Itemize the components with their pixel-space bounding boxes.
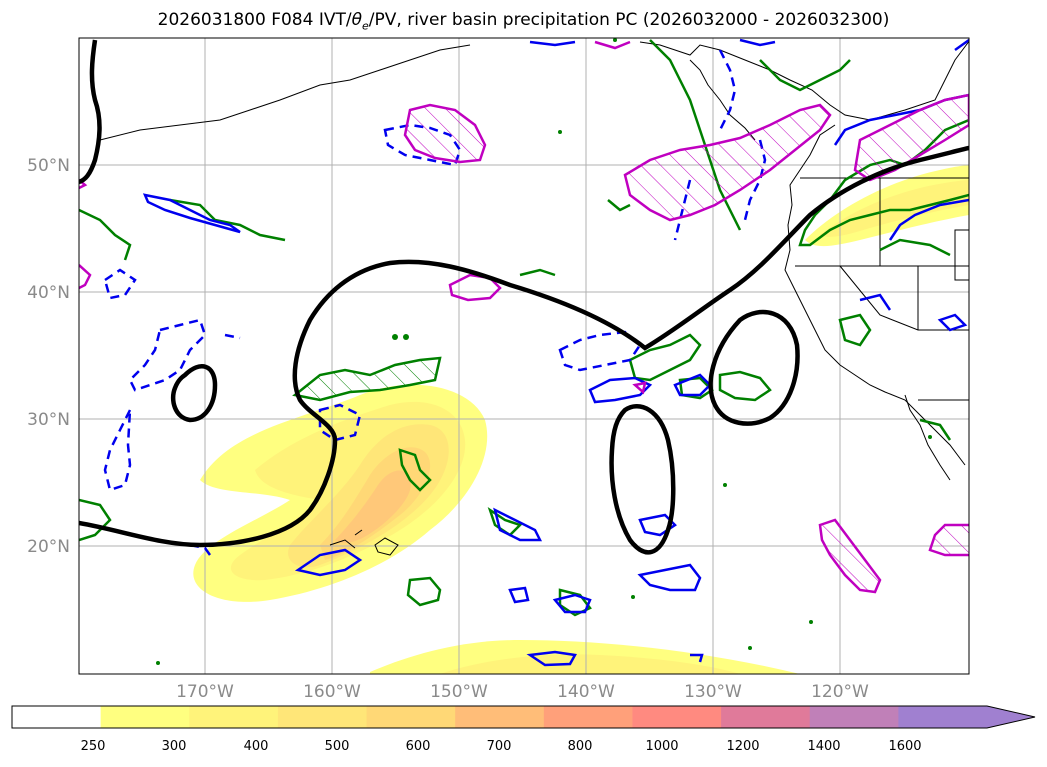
colorbar-segment	[543, 706, 633, 728]
colorbar-segment	[12, 706, 102, 728]
small-contour-dots	[156, 38, 932, 665]
colorbar-outline	[11, 705, 1036, 729]
colorbar-tick-500: 500	[325, 739, 350, 754]
colorbar-tick-1600: 1600	[888, 739, 921, 754]
colorbar-tick-400: 400	[244, 739, 269, 754]
colorbar-tick-600: 600	[406, 739, 431, 754]
colorbar-tick-300: 300	[162, 739, 187, 754]
colorbar-segment	[100, 706, 190, 728]
colorbar-tick-800: 800	[568, 739, 593, 754]
colorbar-segment	[277, 706, 368, 728]
colorbar-tick-1400: 1400	[807, 739, 840, 754]
title-theta-symbol: θ	[351, 10, 363, 30]
lon-label-170w: 170°W	[176, 682, 234, 702]
colorbar: 250 300 400 500 600 700 800 1000 1200 14…	[11, 705, 1036, 754]
title-theta-subscript: e	[362, 19, 369, 33]
colorbar-tick-1000: 1000	[645, 739, 678, 754]
colorbar-segments	[12, 706, 988, 728]
colorbar-ticks: 250 300 400 500 600 700 800 1000 1200 14…	[81, 739, 922, 754]
colorbar-segment	[632, 706, 722, 728]
lat-label-30n: 30°N	[27, 410, 70, 430]
colorbar-segment	[809, 706, 899, 728]
lat-label-20n: 20°N	[27, 537, 70, 557]
lat-label-40n: 40°N	[27, 283, 70, 303]
map-frame	[78, 37, 970, 675]
lat-label-50n: 50°N	[27, 156, 70, 176]
map-title: 2026031800 F084 IVT/θe/PV, river basin p…	[0, 10, 1047, 32]
title-run: 2026031800	[157, 10, 266, 30]
title-valid-range: (2026032000 - 2026032300)	[642, 10, 890, 30]
lon-label-120w: 120°W	[811, 682, 869, 702]
lon-label-130w: 130°W	[684, 682, 742, 702]
colorbar-segment	[898, 706, 988, 728]
pv-black-contours	[79, 39, 969, 555]
ivt-shading-subtropical	[193, 384, 488, 602]
coastlines	[99, 40, 969, 556]
lon-label-150w: 150°W	[430, 682, 488, 702]
title-fields-suffix: /PV, river basin precipitation PC	[368, 10, 638, 30]
ivt-shading-southern	[370, 640, 800, 674]
colorbar-tick-1200: 1200	[726, 739, 759, 754]
colorbar-segment	[366, 706, 456, 728]
colorbar-tick-700: 700	[487, 739, 512, 754]
colorbar-segment	[455, 706, 545, 728]
title-fields-prefix: IVT/	[318, 10, 352, 30]
ivt-shading-westcoast	[805, 165, 969, 247]
title-forecast-hour: F084	[271, 10, 314, 30]
colorbar-tick-250: 250	[81, 739, 106, 754]
colorbar-segment	[189, 706, 279, 728]
colorbar-extend-arrow	[987, 706, 1035, 728]
map-layers	[79, 38, 969, 674]
colorbar-segment	[721, 706, 811, 728]
magenta-contours	[79, 40, 969, 594]
lon-label-160w: 160°W	[303, 682, 361, 702]
lon-label-140w: 140°W	[557, 682, 615, 702]
